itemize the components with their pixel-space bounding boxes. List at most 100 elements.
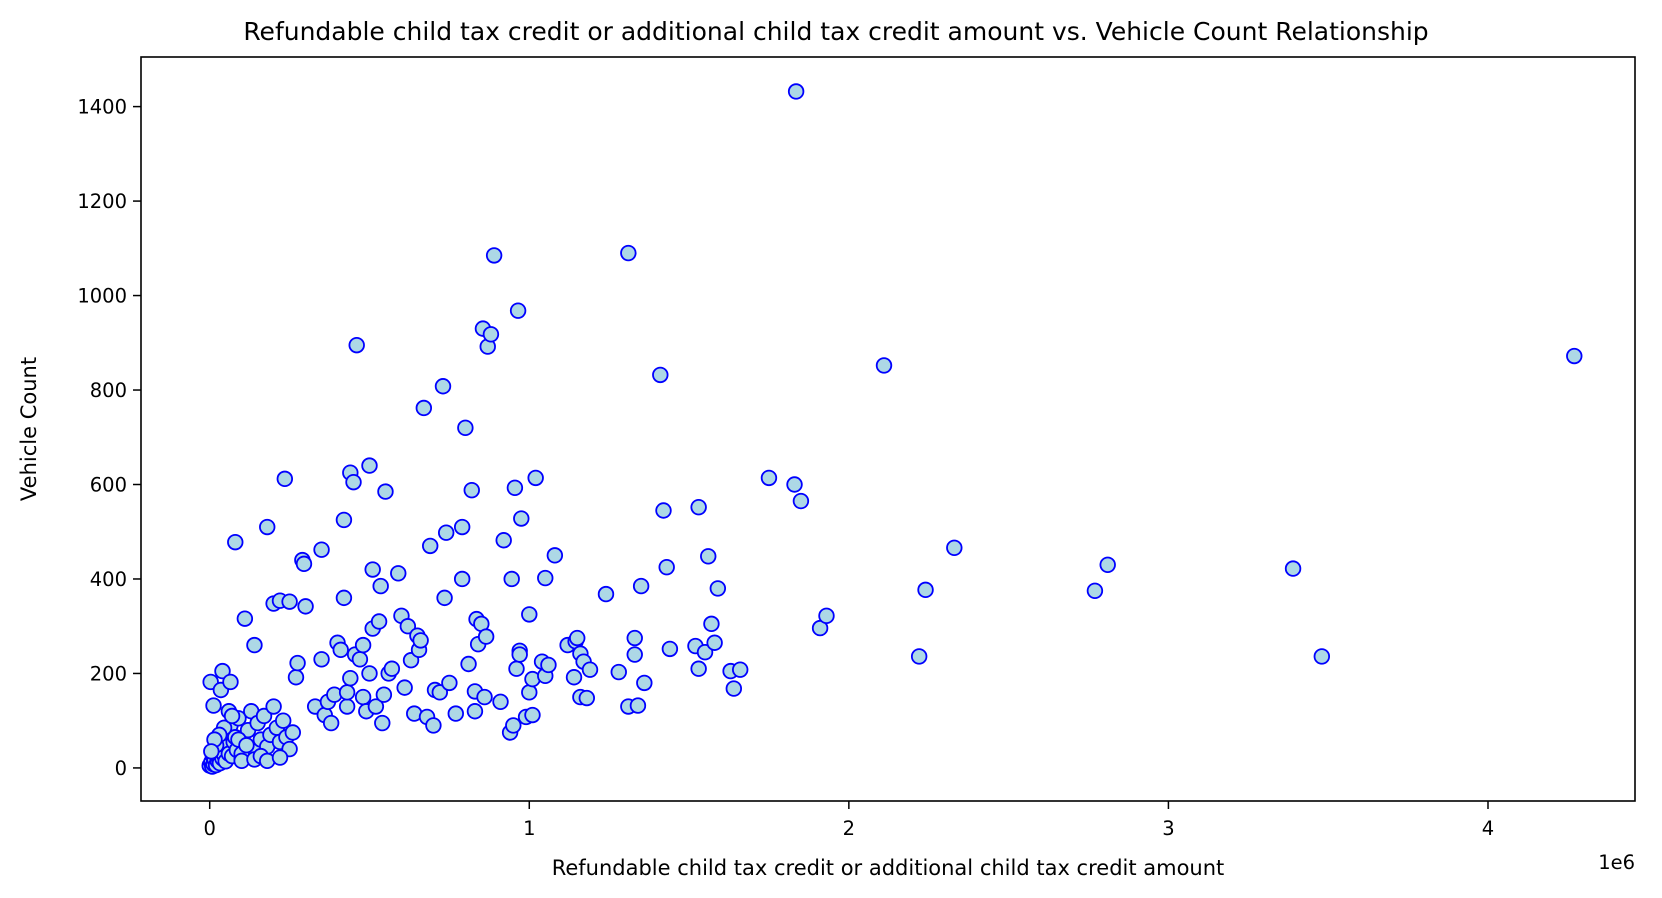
scatter-point bbox=[238, 737, 255, 754]
scatter-point bbox=[332, 641, 349, 659]
scatter-point bbox=[422, 537, 439, 555]
scatter-point bbox=[540, 656, 557, 674]
scatter-point bbox=[361, 457, 378, 474]
scatter-point bbox=[223, 707, 241, 725]
x-axis-label: Refundable child tax credit or additiona… bbox=[552, 856, 1225, 880]
scatter-point bbox=[276, 470, 294, 488]
scatter-point bbox=[709, 580, 727, 597]
scatter-point bbox=[338, 684, 356, 701]
scatter-point bbox=[505, 717, 522, 734]
scatter-point bbox=[203, 743, 220, 760]
scatter-point bbox=[696, 644, 714, 661]
scatter-point bbox=[565, 669, 583, 686]
x-tick-label: 3 bbox=[1162, 817, 1174, 840]
y-tick-label: 1400 bbox=[77, 96, 127, 119]
scatter-point bbox=[658, 558, 675, 576]
scatter-point bbox=[706, 634, 723, 651]
scatter-point bbox=[284, 724, 302, 741]
scatter-point bbox=[610, 663, 627, 681]
scatter-point bbox=[524, 706, 541, 724]
scatter-point bbox=[271, 749, 289, 766]
scatter-point bbox=[415, 399, 433, 417]
scatter-point bbox=[1099, 556, 1116, 574]
scatter-point bbox=[364, 561, 381, 578]
y-axis-label: Vehicle Count bbox=[17, 357, 41, 501]
scatter-point bbox=[569, 629, 586, 647]
scatter-point bbox=[437, 524, 455, 541]
scatter-point bbox=[255, 707, 273, 725]
scatter-point bbox=[354, 636, 372, 654]
scatter-point bbox=[460, 655, 477, 673]
scatter-point bbox=[361, 665, 378, 682]
plot-area-frame bbox=[140, 56, 1636, 802]
scatter-point bbox=[342, 669, 359, 687]
scatter-point bbox=[495, 532, 512, 549]
scatter-point bbox=[786, 476, 803, 493]
scatter-point bbox=[377, 483, 394, 500]
scatter-point bbox=[351, 651, 369, 668]
scatter-point bbox=[275, 712, 292, 729]
scatter-point bbox=[875, 357, 893, 374]
scatter-point bbox=[370, 613, 388, 630]
scatter-point bbox=[506, 479, 524, 497]
scatter-point bbox=[503, 570, 520, 588]
scatter-point bbox=[441, 674, 458, 692]
x-tick-label: 4 bbox=[1482, 817, 1494, 840]
scatter-point bbox=[521, 606, 538, 623]
scatter-point bbox=[1284, 560, 1302, 577]
scatter-point bbox=[313, 651, 330, 668]
scatter-point bbox=[946, 539, 963, 557]
scatter-point bbox=[1566, 347, 1583, 365]
scatter-point bbox=[265, 698, 282, 715]
scatter-point bbox=[367, 698, 385, 715]
scatter-point bbox=[313, 541, 330, 558]
scatter-point bbox=[661, 640, 679, 658]
scatter-point bbox=[463, 481, 480, 499]
y-tick-label: 800 bbox=[90, 379, 127, 402]
scatter-point bbox=[476, 688, 493, 706]
scatter-point bbox=[725, 680, 743, 697]
scatter-point bbox=[374, 714, 391, 732]
scatter-point bbox=[477, 628, 495, 645]
x-axis-offset-label: 1e6 bbox=[1598, 851, 1635, 874]
scatter-point bbox=[375, 686, 393, 703]
scatter-points bbox=[201, 83, 1583, 775]
scatter-point bbox=[509, 302, 527, 319]
scatter-point bbox=[289, 654, 306, 672]
scatter-point bbox=[597, 585, 615, 603]
scatter-point bbox=[434, 378, 452, 395]
scatter-point bbox=[246, 636, 263, 654]
scatter-point bbox=[537, 569, 554, 587]
scatter-point bbox=[632, 577, 650, 595]
x-tick-label: 2 bbox=[843, 817, 855, 840]
scatter-point bbox=[259, 518, 276, 536]
scatter-point bbox=[453, 570, 471, 588]
scatter-point bbox=[818, 607, 835, 625]
scatter-point bbox=[690, 498, 707, 516]
scatter-point bbox=[513, 510, 530, 527]
scatter-point bbox=[521, 684, 538, 701]
y-tick-label: 600 bbox=[90, 474, 127, 497]
y-tick-label: 1000 bbox=[77, 285, 127, 308]
x-tick-label: 0 bbox=[203, 817, 215, 840]
scatter-point bbox=[457, 419, 474, 437]
y-tick-label: 200 bbox=[90, 662, 127, 685]
scatter-point bbox=[431, 684, 449, 701]
scatter-point bbox=[447, 705, 464, 722]
scatter-point bbox=[910, 648, 928, 665]
scatter-point bbox=[338, 698, 356, 715]
scatter-point bbox=[214, 662, 231, 680]
scatter-point bbox=[295, 555, 313, 573]
scatter-point bbox=[636, 674, 653, 692]
scatter-point bbox=[917, 581, 934, 599]
scatter-point bbox=[652, 366, 669, 384]
scatter-point bbox=[700, 548, 717, 565]
scatter-point bbox=[485, 247, 503, 264]
scatter-point bbox=[383, 660, 401, 677]
scatter-point bbox=[578, 689, 596, 707]
scatter-point bbox=[760, 469, 778, 487]
scatter-point bbox=[453, 518, 471, 536]
scatter-point bbox=[732, 661, 749, 678]
scatter-point bbox=[205, 697, 222, 714]
